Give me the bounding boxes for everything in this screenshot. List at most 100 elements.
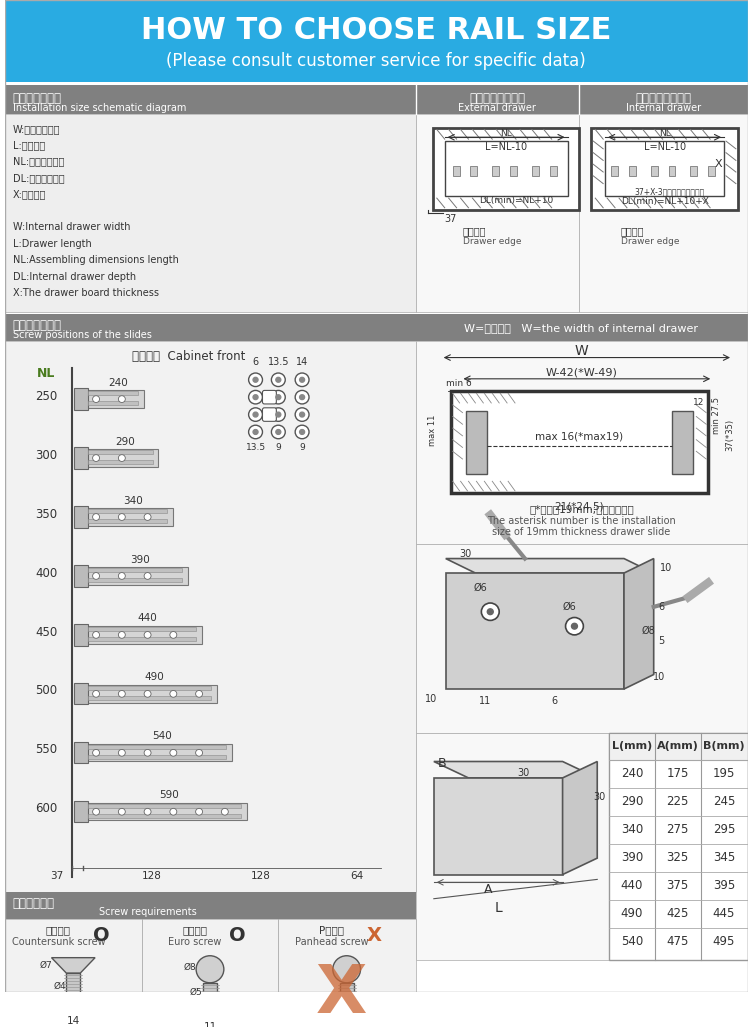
Text: 欧标螺丝: 欧标螺丝: [183, 925, 208, 936]
Text: 9: 9: [275, 443, 281, 452]
Text: 240: 240: [108, 378, 128, 387]
Text: 390: 390: [130, 555, 149, 565]
Text: 柜子前沿: 柜子前沿: [621, 226, 644, 236]
Text: Installation size schematic diagram: Installation size schematic diagram: [13, 104, 186, 113]
Text: 440: 440: [621, 879, 643, 891]
Bar: [629, 166, 636, 176]
Text: 14: 14: [67, 1017, 80, 1026]
Text: Ø8: Ø8: [642, 626, 656, 636]
Circle shape: [276, 429, 280, 434]
Text: 12: 12: [692, 398, 704, 408]
Circle shape: [272, 373, 285, 386]
Text: L: L: [494, 902, 502, 915]
Text: B: B: [437, 757, 446, 770]
Text: max 11: max 11: [428, 414, 437, 446]
Text: 14: 14: [296, 357, 308, 368]
Text: NL: NL: [500, 128, 512, 138]
Text: 37(*35): 37(*35): [725, 419, 734, 451]
Bar: [416, 341, 748, 544]
Bar: [88, 450, 152, 454]
Text: Drawer edge: Drawer edge: [621, 237, 680, 246]
Text: 21(*24.5): 21(*24.5): [554, 501, 604, 511]
Text: X:The drawer board thickness: X:The drawer board thickness: [13, 288, 159, 298]
Bar: [66, 974, 80, 1004]
Circle shape: [276, 394, 280, 400]
Circle shape: [276, 377, 280, 382]
Text: max 16(*max19): max 16(*max19): [536, 431, 623, 442]
Text: 475: 475: [666, 935, 688, 948]
Circle shape: [118, 750, 125, 756]
Bar: [74, 745, 232, 761]
Text: 安装尺寸示意图: 安装尺寸示意图: [13, 91, 62, 105]
Circle shape: [118, 395, 125, 403]
Bar: [74, 506, 88, 528]
Text: L=NL-10: L=NL-10: [644, 142, 686, 152]
Text: 450: 450: [35, 625, 58, 639]
Text: X:面板厚度: X:面板厚度: [13, 189, 46, 199]
Text: 390: 390: [621, 850, 643, 864]
Text: DL(min)=NL+10: DL(min)=NL+10: [479, 195, 554, 204]
Text: 600: 600: [35, 802, 58, 815]
Bar: [609, 732, 748, 760]
Bar: [88, 755, 226, 759]
Text: 425: 425: [666, 907, 688, 920]
Circle shape: [144, 573, 151, 579]
Text: HOW TO CHOOSE RAIL SIZE: HOW TO CHOOSE RAIL SIZE: [141, 16, 611, 45]
Polygon shape: [446, 573, 624, 689]
Circle shape: [92, 395, 100, 403]
Text: 10: 10: [652, 673, 664, 682]
Text: 滑轨安装孔尺寸: 滑轨安装孔尺寸: [13, 319, 62, 332]
Text: 10: 10: [424, 693, 437, 703]
Text: 540: 540: [152, 731, 172, 741]
Circle shape: [248, 390, 262, 404]
Bar: [74, 685, 217, 702]
Text: 395: 395: [713, 879, 735, 891]
Text: Ø6: Ø6: [562, 602, 577, 612]
Circle shape: [248, 425, 262, 439]
Text: 37+X-3（带插销缓冲滑轨）: 37+X-3（带插销缓冲滑轨）: [634, 188, 705, 197]
Bar: [580, 114, 748, 312]
Text: Internal drawer: Internal drawer: [626, 104, 701, 113]
Bar: [88, 637, 196, 641]
Text: The asterisk number is the installation: The asterisk number is the installation: [487, 516, 676, 526]
Circle shape: [118, 514, 125, 521]
Text: 540: 540: [621, 935, 643, 948]
Text: 275: 275: [666, 823, 688, 836]
Circle shape: [92, 455, 100, 461]
Text: NL: NL: [38, 368, 56, 380]
Text: X: X: [367, 926, 382, 945]
Bar: [74, 624, 88, 646]
Circle shape: [566, 617, 584, 635]
Text: 30: 30: [517, 768, 529, 778]
Bar: [492, 166, 500, 176]
Polygon shape: [433, 761, 597, 777]
Text: 345: 345: [713, 850, 735, 864]
Circle shape: [144, 632, 151, 639]
Bar: [88, 509, 167, 514]
Text: 195: 195: [712, 766, 735, 779]
Text: 柜子前沿: 柜子前沿: [463, 226, 486, 236]
Text: 带*为侧板19mm;滑轨安装尺寸: 带*为侧板19mm;滑轨安装尺寸: [529, 504, 634, 515]
Text: L:Drawer length: L:Drawer length: [13, 238, 92, 249]
Text: 6: 6: [253, 357, 259, 368]
Circle shape: [572, 623, 578, 630]
Text: Countersunk screw: Countersunk screw: [12, 938, 105, 947]
Text: 64: 64: [350, 871, 363, 880]
Circle shape: [170, 690, 177, 697]
Circle shape: [296, 390, 309, 404]
Text: 30: 30: [460, 548, 472, 559]
Bar: [88, 519, 167, 523]
Circle shape: [92, 573, 100, 579]
Circle shape: [196, 808, 202, 815]
Circle shape: [296, 373, 309, 386]
Bar: [88, 695, 211, 699]
Text: 250: 250: [35, 389, 58, 403]
Text: NL: NL: [658, 128, 670, 138]
Bar: [550, 166, 556, 176]
Text: 325: 325: [666, 850, 688, 864]
Text: 350: 350: [35, 507, 58, 521]
Circle shape: [276, 412, 280, 417]
Polygon shape: [446, 559, 654, 573]
Text: 445: 445: [712, 907, 735, 920]
Circle shape: [248, 408, 262, 421]
